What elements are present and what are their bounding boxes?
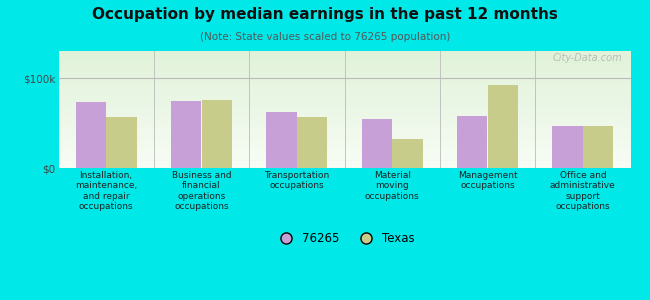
Bar <box>392 139 422 168</box>
Bar <box>171 101 202 168</box>
Bar <box>488 85 518 168</box>
Bar <box>106 117 136 168</box>
Bar <box>583 126 614 168</box>
Bar <box>361 118 392 168</box>
Bar <box>75 102 106 168</box>
Text: Occupation by median earnings in the past 12 months: Occupation by median earnings in the pas… <box>92 8 558 22</box>
Bar <box>457 116 488 168</box>
Text: City-Data.com: City-Data.com <box>552 53 622 63</box>
Bar <box>297 117 328 168</box>
Text: (Note: State values scaled to 76265 population): (Note: State values scaled to 76265 popu… <box>200 32 450 41</box>
Bar <box>552 126 583 168</box>
Legend: 76265, Texas: 76265, Texas <box>269 227 420 250</box>
Bar <box>202 100 232 168</box>
Bar <box>266 112 297 168</box>
